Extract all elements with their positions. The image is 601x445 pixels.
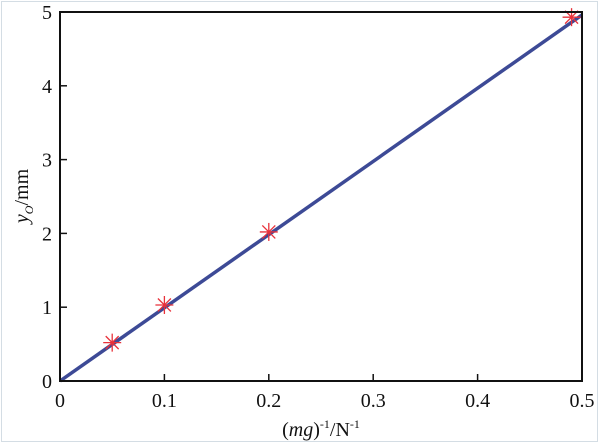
data-point-asterisk	[259, 222, 278, 241]
y-tick-label: 3	[42, 150, 52, 172]
data-point-asterisk	[562, 8, 581, 27]
y-axis-label: yO/mm	[11, 168, 36, 225]
plot-area-frame	[59, 11, 583, 382]
x-tick-label: 0.2	[256, 390, 281, 412]
data-point-asterisk	[155, 295, 174, 314]
x-tick-label: 0.4	[465, 390, 490, 412]
y-tick-label: 5	[42, 2, 52, 24]
x-tick-label: 0.1	[152, 390, 177, 412]
y-tick-label: 4	[42, 76, 52, 98]
data-point-asterisk	[103, 333, 122, 352]
fit-line	[58, 13, 584, 383]
y-tick-label: 1	[42, 297, 52, 319]
y-tick-label: 0	[42, 371, 52, 393]
x-axis-label: (mg)-1/N-1	[282, 417, 360, 441]
x-tick-label: 0.3	[361, 390, 386, 412]
x-tick-label: 0	[55, 390, 65, 412]
y-tick-label: 2	[42, 223, 52, 245]
x-tick-label: 0.5	[570, 390, 595, 412]
